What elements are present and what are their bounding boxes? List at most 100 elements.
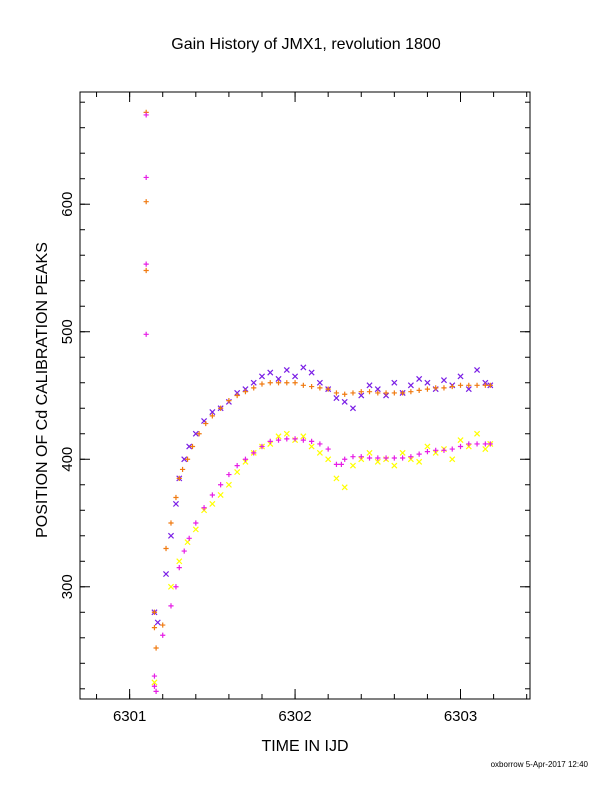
data-point [474,366,481,374]
data-point [275,375,282,382]
data-point [341,398,348,405]
data-point [407,382,414,389]
data-point [474,441,480,447]
data-point [325,386,331,392]
data-point [196,431,202,437]
data-point [391,379,398,386]
data-point [333,475,340,482]
data-point [440,377,447,384]
data-point [267,380,273,386]
tick-group: 6301 6302 6303 300 400 500 600 [59,92,530,725]
data-point [358,392,365,399]
data-point [143,199,149,205]
data-point [234,463,240,469]
data-point [300,364,307,371]
data-point [349,462,357,469]
data-point [181,456,188,463]
data-point [316,379,323,386]
data-point [151,683,158,689]
data-point [292,380,298,386]
data-point [226,471,232,478]
data-point [292,373,299,380]
data-point [234,392,240,399]
data-point [193,520,199,526]
data-point [160,622,166,628]
data-point [358,454,364,460]
x-tick-label: 6302 [278,708,311,725]
data-point [383,455,389,461]
data-point [163,545,169,552]
data-point [391,455,397,461]
x-axis-label: TIME IN IJD [261,738,349,755]
data-point [153,645,159,651]
data-point [416,387,422,393]
data-point [466,441,472,447]
data-point [225,481,232,488]
data-point [325,456,332,463]
data-point [226,398,232,404]
x-tick-label: 6303 [444,708,477,725]
series-0 [151,364,494,626]
data-point [457,443,464,450]
data-point [358,389,364,395]
data-point [341,484,348,491]
data-point [317,385,323,391]
data-point [143,174,149,181]
data-point [424,443,431,450]
series-1 [151,430,494,686]
data-point [176,475,182,481]
data-point [457,382,464,388]
data-point [275,433,282,440]
data-point [218,405,224,411]
data-point [333,461,340,467]
data-point [424,449,431,455]
data-point [189,443,196,450]
data-point [487,441,493,447]
data-point [292,436,298,442]
data-point [482,382,488,388]
data-point [258,373,266,380]
data-point [275,437,282,443]
data-marks [143,109,494,694]
data-point [250,379,257,386]
data-point [433,385,439,391]
data-point [416,375,423,382]
data-point [173,494,179,501]
data-point [192,430,199,437]
data-point [308,443,315,450]
data-point [316,449,323,456]
data-point [186,443,193,450]
data-point [482,441,488,447]
data-point [375,390,381,396]
data-point [457,437,464,444]
data-point [342,456,348,462]
data-point [366,455,373,461]
y-tick-label: 400 [59,447,76,472]
data-point [424,379,431,386]
series-3 [143,112,493,694]
data-point [366,389,373,395]
data-point [173,584,179,590]
data-point [349,405,357,412]
data-point [366,449,373,456]
data-point [283,366,290,374]
data-point [167,532,175,539]
data-point [242,389,249,395]
data-point [482,446,489,453]
data-point [176,558,183,565]
data-point [251,385,257,391]
data-point [391,390,397,396]
data-point [151,624,158,631]
data-point [181,548,187,554]
data-point [300,437,306,443]
data-point [209,500,216,507]
data-point [184,456,191,462]
data-point [168,603,174,609]
data-point [400,390,406,396]
data-point [399,449,406,456]
data-point [400,455,406,461]
data-point [391,462,398,469]
data-point [487,382,493,388]
data-point [325,446,331,452]
